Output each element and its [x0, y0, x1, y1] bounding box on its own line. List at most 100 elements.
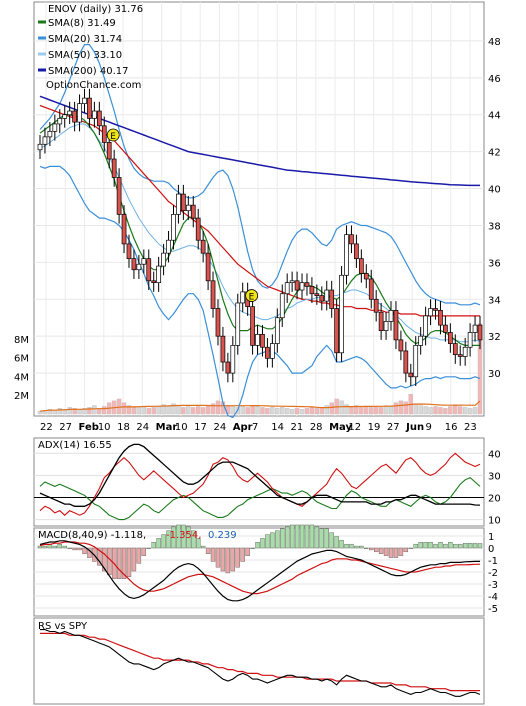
ticker-title: ENOV (daily) 31.76	[48, 4, 143, 15]
volume-bar	[393, 402, 399, 415]
macd-y-tick-label: -4	[488, 592, 498, 603]
macd-line	[39, 540, 480, 602]
x-tick-label: Feb	[79, 422, 99, 433]
macd-histogram-bar	[250, 547, 255, 550]
candle-body	[121, 214, 127, 245]
candle-body	[47, 130, 53, 138]
x-tick-label: 7	[252, 422, 258, 433]
volume-bar	[265, 408, 270, 415]
candle-body	[230, 345, 236, 374]
macd-histogram-bar	[433, 543, 438, 549]
macd-histogram-bar	[255, 542, 260, 549]
x-tick-label: 19	[368, 422, 381, 433]
volume-bar	[428, 407, 433, 415]
x-tick-label: 21	[291, 422, 304, 433]
legend-label: SMA(50) 33.10	[48, 50, 122, 61]
macd-histogram-bar	[107, 547, 112, 576]
volume-bar	[413, 403, 418, 415]
volume-bar	[116, 398, 122, 415]
volume-bar	[453, 404, 458, 415]
macd-histogram-bar	[304, 524, 310, 549]
candle-body	[319, 295, 325, 302]
price-y-tick-label: 38	[488, 221, 501, 232]
legend-label: SMA(8) 31.49	[48, 18, 116, 29]
macd-histogram-bar	[260, 538, 265, 549]
candle-body	[304, 282, 310, 287]
candle-body	[171, 214, 176, 241]
candle-body	[260, 333, 265, 348]
volume-bar	[82, 408, 87, 415]
candle-body	[457, 354, 463, 357]
macd-histogram-bar	[245, 547, 250, 556]
candle-body	[146, 258, 152, 282]
candle-body	[42, 136, 48, 145]
volume-bar	[319, 407, 324, 415]
x-tick-label: 17	[194, 422, 207, 433]
macd-histogram-bar	[37, 545, 43, 549]
macd-histogram-bar	[329, 532, 334, 549]
legend-label: SMA(20) 31.74	[48, 34, 122, 45]
candle-body	[398, 339, 404, 352]
volume-bar	[423, 406, 428, 415]
candle-body	[373, 298, 379, 313]
adx-y-tick-label: 40	[488, 449, 501, 460]
candle-body	[67, 110, 73, 116]
x-tick-label: Apr	[233, 422, 253, 433]
candle-body	[190, 204, 196, 219]
volume-bar	[289, 409, 295, 415]
macd-y-tick-label: 1	[488, 532, 494, 543]
macd-histogram-bar	[191, 530, 196, 549]
x-tick-label: 14	[271, 422, 284, 433]
candle-body	[279, 293, 285, 319]
volume-y-ticks: 2M 4M 6M 8M	[14, 335, 29, 402]
candle-body	[136, 263, 142, 271]
macd-histogram-bar	[284, 526, 290, 549]
macd-histogram-bar	[196, 538, 201, 549]
volume-bar	[398, 400, 404, 415]
volume-bar	[418, 405, 423, 415]
x-tick-label: Mar	[156, 422, 178, 433]
volume-bar	[388, 406, 394, 415]
rs-line	[40, 629, 481, 697]
macd-histogram-bar	[240, 547, 245, 562]
macd-histogram-bar	[294, 524, 300, 549]
macd-histogram-bar	[161, 534, 166, 549]
volume-bar	[403, 401, 409, 415]
candle-body	[166, 239, 171, 254]
x-tick-label: 9	[425, 422, 431, 433]
macd-histogram-bar	[280, 528, 285, 549]
candle-body	[205, 252, 211, 282]
macd-histogram-bar	[72, 547, 77, 551]
macd-histogram-bar	[408, 547, 413, 550]
volume-bar	[240, 406, 245, 415]
volume-bar	[250, 405, 255, 415]
macd-histogram-bar	[77, 547, 82, 551]
candle-body	[62, 114, 68, 119]
candle-body	[111, 158, 117, 178]
macd-histogram-bar	[438, 542, 443, 549]
macd-histogram-bar	[126, 547, 132, 577]
volume-bar	[280, 407, 285, 415]
volume-bar	[191, 407, 196, 415]
macd-histogram-bar	[57, 543, 62, 549]
macd-histogram-bar	[156, 538, 161, 549]
volume-bar	[260, 407, 265, 415]
candle-body	[299, 282, 305, 291]
legend-label: SMA(200) 40.17	[48, 66, 129, 77]
macd-histogram-bar	[220, 547, 226, 572]
volume-bar	[373, 406, 379, 415]
macd-histogram-bar	[354, 545, 359, 549]
candle-body	[393, 309, 399, 341]
volume-bar	[72, 408, 77, 415]
candle-body	[215, 308, 221, 337]
volume-bar	[339, 400, 344, 415]
volume-bar	[57, 408, 62, 415]
candle-body	[82, 97, 87, 105]
rs-panel-frame	[33, 617, 485, 705]
candle-body	[181, 193, 186, 212]
candle-body	[368, 278, 374, 300]
macd-histogram-bar	[462, 543, 468, 549]
macd-histogram-bar	[52, 545, 58, 549]
candle-body	[235, 302, 241, 346]
